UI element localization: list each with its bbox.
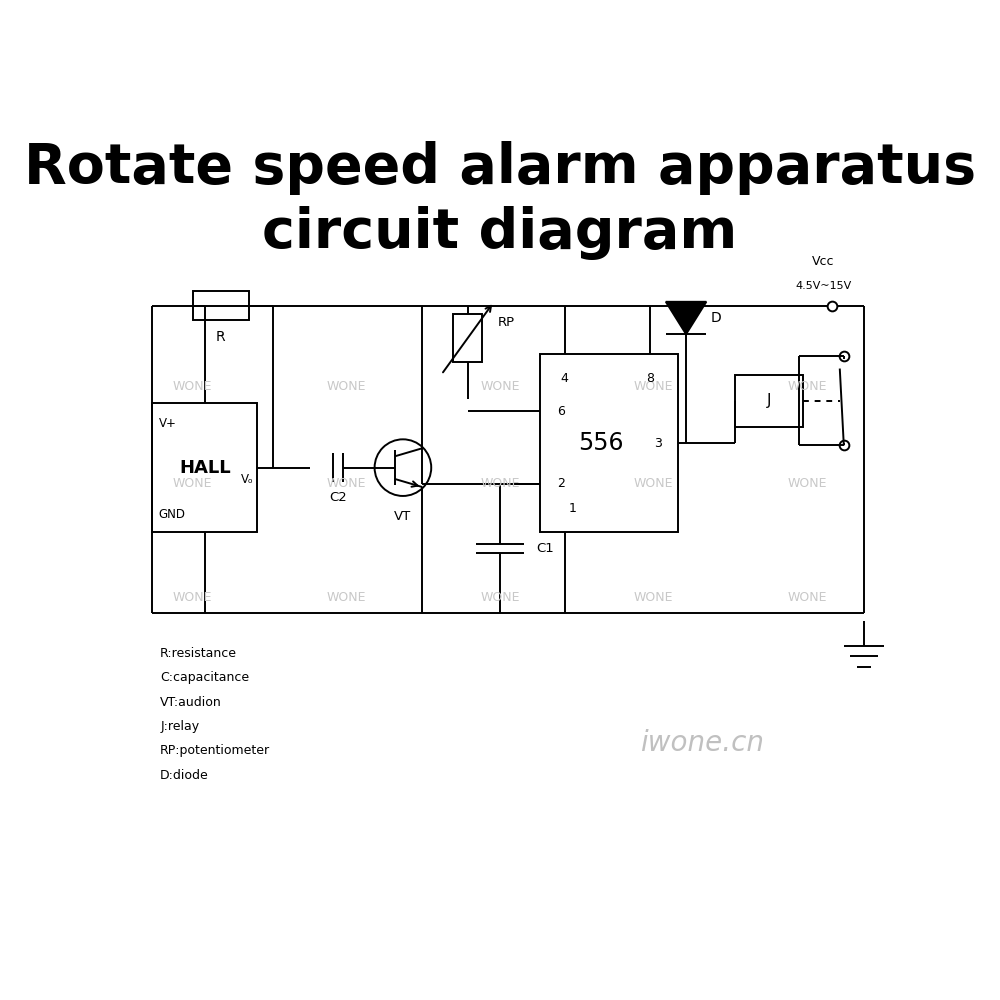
Text: 1: 1 — [569, 502, 577, 515]
Text: D: D — [710, 311, 721, 325]
Text: RP:potentiometer: RP:potentiometer — [160, 744, 270, 757]
Text: WONE: WONE — [788, 380, 827, 393]
Text: 2: 2 — [557, 477, 565, 490]
Text: VT: VT — [394, 510, 412, 523]
Text: Vₒ: Vₒ — [241, 473, 253, 486]
Text: Rotate speed alarm apparatus: Rotate speed alarm apparatus — [24, 141, 976, 195]
Text: J: J — [767, 393, 771, 408]
Bar — [193, 291, 249, 320]
Text: WONE: WONE — [327, 591, 366, 604]
Text: 3: 3 — [654, 437, 662, 450]
Text: WONE: WONE — [327, 477, 366, 490]
Text: C1: C1 — [536, 542, 554, 555]
Text: VT:audion: VT:audion — [160, 696, 222, 709]
Text: HALL: HALL — [179, 459, 231, 477]
Text: WONE: WONE — [173, 477, 212, 490]
Text: C2: C2 — [329, 491, 347, 504]
Bar — [453, 314, 482, 362]
Text: WONE: WONE — [480, 477, 520, 490]
Text: WONE: WONE — [173, 380, 212, 393]
Text: GND: GND — [159, 508, 186, 521]
Text: C:capacitance: C:capacitance — [160, 671, 249, 684]
Bar — [152, 403, 257, 532]
Text: iwone.cn: iwone.cn — [640, 729, 764, 757]
Text: WONE: WONE — [788, 477, 827, 490]
Text: D:diode: D:diode — [160, 769, 209, 782]
Bar — [540, 354, 678, 532]
Text: Vcc: Vcc — [812, 255, 835, 268]
Polygon shape — [666, 302, 706, 334]
Text: 6: 6 — [557, 405, 565, 418]
Text: J:relay: J:relay — [160, 720, 199, 733]
Text: WONE: WONE — [480, 380, 520, 393]
Text: WONE: WONE — [634, 591, 673, 604]
Text: 8: 8 — [646, 372, 654, 385]
Text: WONE: WONE — [788, 591, 827, 604]
Text: WONE: WONE — [327, 380, 366, 393]
Text: R:resistance: R:resistance — [160, 647, 237, 660]
Text: V+: V+ — [159, 417, 176, 430]
Text: 4.5V~15V: 4.5V~15V — [795, 281, 852, 291]
Text: WONE: WONE — [173, 591, 212, 604]
Text: WONE: WONE — [480, 591, 520, 604]
Text: 556: 556 — [578, 431, 624, 455]
Text: WONE: WONE — [634, 477, 673, 490]
Bar — [735, 375, 803, 427]
Text: WONE: WONE — [634, 380, 673, 393]
Text: circuit diagram: circuit diagram — [262, 206, 738, 260]
Text: RP: RP — [498, 316, 515, 329]
Text: 4: 4 — [561, 372, 569, 385]
Text: R: R — [216, 330, 226, 344]
